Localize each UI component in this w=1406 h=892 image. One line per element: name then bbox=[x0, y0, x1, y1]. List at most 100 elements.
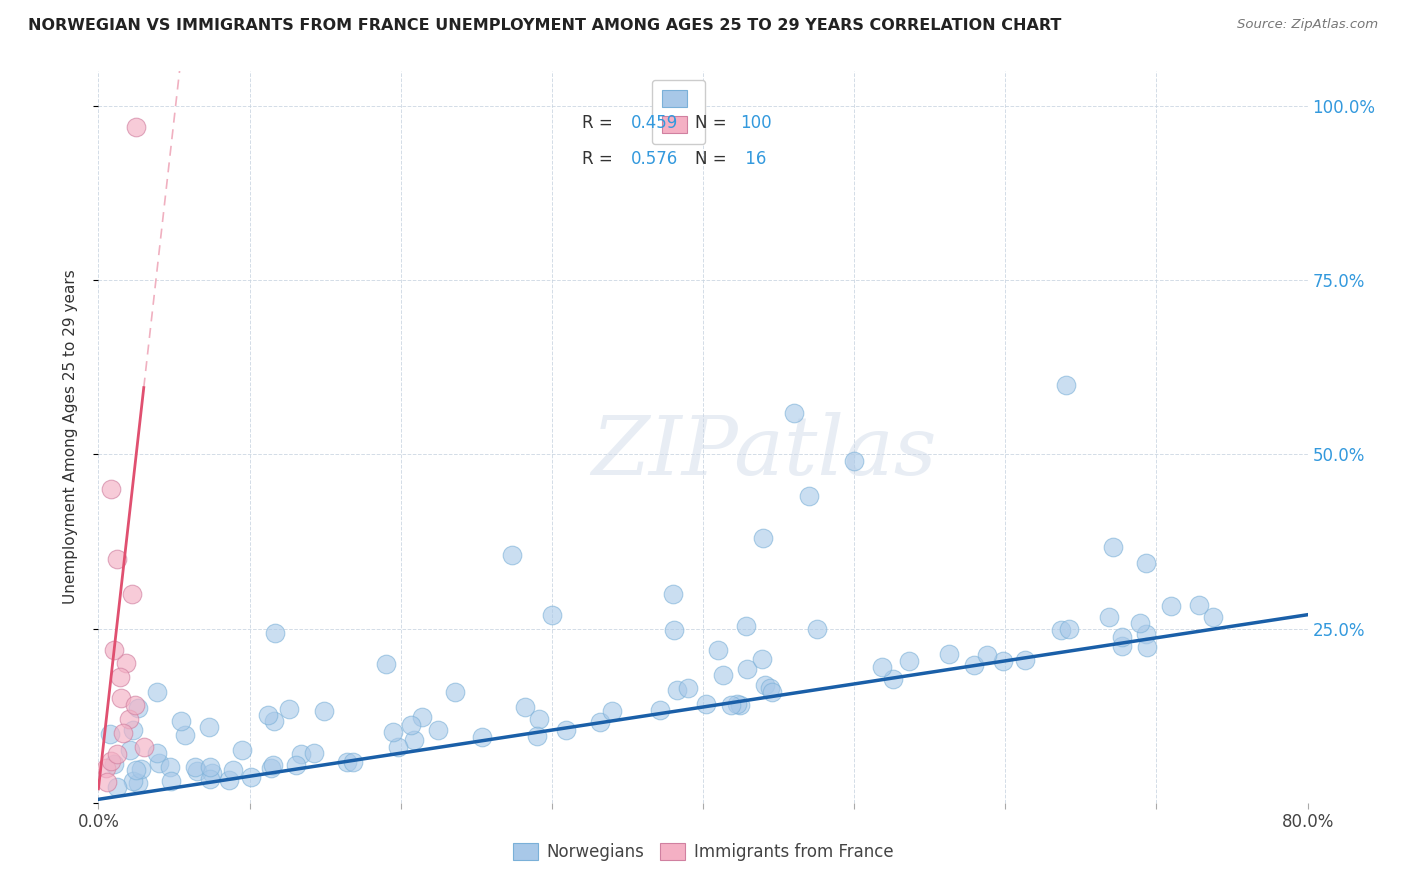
Point bbox=[1054, 377, 1077, 392]
Text: NORWEGIAN VS IMMIGRANTS FROM FRANCE UNEMPLOYMENT AMONG AGES 25 TO 29 YEARS CORRE: NORWEGIAN VS IMMIGRANTS FROM FRANCE UNEM… bbox=[28, 18, 1062, 33]
Point bbox=[411, 709, 433, 723]
Point bbox=[105, 747, 128, 761]
Text: Source: ZipAtlas.com: Source: ZipAtlas.com bbox=[1237, 18, 1378, 31]
Point bbox=[1135, 640, 1157, 654]
Point bbox=[1201, 610, 1223, 624]
Point bbox=[427, 723, 450, 737]
Point bbox=[870, 660, 893, 674]
Point bbox=[711, 668, 734, 682]
Point bbox=[1057, 622, 1080, 636]
Point bbox=[314, 704, 336, 718]
Point bbox=[218, 772, 240, 787]
Point bbox=[94, 761, 117, 775]
Point bbox=[263, 714, 285, 729]
Point bbox=[1135, 626, 1157, 640]
Point bbox=[98, 727, 121, 741]
Point bbox=[170, 714, 193, 728]
Point bbox=[174, 728, 197, 742]
Point bbox=[399, 717, 422, 731]
Point bbox=[554, 723, 576, 737]
Point bbox=[96, 775, 118, 789]
Point bbox=[100, 754, 122, 768]
Point bbox=[124, 698, 146, 713]
Point bbox=[290, 747, 312, 761]
Point bbox=[806, 622, 828, 636]
Point bbox=[285, 757, 308, 772]
Point bbox=[186, 764, 208, 778]
Point bbox=[662, 624, 685, 638]
Y-axis label: Unemployment Among Ages 25 to 29 years: Unemployment Among Ages 25 to 29 years bbox=[63, 269, 77, 605]
Point bbox=[501, 548, 523, 562]
Point bbox=[184, 760, 207, 774]
Point bbox=[993, 653, 1015, 667]
Point bbox=[132, 740, 155, 755]
Point bbox=[1129, 616, 1152, 631]
Point bbox=[600, 704, 623, 718]
Point bbox=[513, 699, 536, 714]
Point bbox=[239, 770, 262, 784]
Point bbox=[404, 732, 426, 747]
Point bbox=[105, 780, 128, 794]
Point bbox=[127, 700, 149, 714]
Point bbox=[382, 724, 405, 739]
Point bbox=[758, 681, 780, 696]
Point bbox=[375, 657, 398, 671]
Point bbox=[728, 698, 751, 712]
Point bbox=[976, 648, 998, 662]
Point bbox=[125, 120, 148, 134]
Point bbox=[754, 678, 776, 692]
Point bbox=[222, 763, 245, 777]
Point bbox=[897, 654, 920, 668]
Point bbox=[1135, 556, 1157, 570]
Text: ZIPatlas: ZIPatlas bbox=[591, 412, 936, 491]
Point bbox=[797, 489, 820, 503]
Point bbox=[120, 742, 142, 756]
Point bbox=[198, 719, 221, 733]
Point bbox=[676, 681, 699, 695]
Point bbox=[145, 685, 167, 699]
Point bbox=[103, 756, 125, 771]
Point bbox=[198, 760, 221, 774]
Text: R =: R = bbox=[582, 113, 619, 131]
Point bbox=[1014, 653, 1036, 667]
Point bbox=[278, 701, 301, 715]
Point bbox=[1188, 599, 1211, 613]
Point bbox=[100, 483, 122, 497]
Text: 0.576: 0.576 bbox=[630, 150, 678, 168]
Point bbox=[103, 642, 125, 657]
Point bbox=[200, 772, 222, 786]
Text: N =: N = bbox=[695, 113, 731, 131]
Point bbox=[200, 766, 222, 780]
Point bbox=[127, 776, 149, 790]
Point bbox=[148, 756, 170, 770]
Point bbox=[1111, 639, 1133, 653]
Point bbox=[1111, 631, 1133, 645]
Point bbox=[706, 642, 728, 657]
Point bbox=[129, 762, 152, 776]
Point bbox=[114, 657, 136, 671]
Point bbox=[159, 760, 181, 774]
Point bbox=[882, 672, 904, 686]
Point bbox=[1050, 623, 1073, 637]
Point bbox=[118, 712, 141, 726]
Point bbox=[725, 698, 748, 712]
Text: R =: R = bbox=[582, 150, 619, 168]
Point bbox=[963, 658, 986, 673]
Point bbox=[526, 729, 548, 743]
Point bbox=[111, 726, 134, 740]
Point bbox=[752, 531, 775, 545]
Point bbox=[471, 730, 494, 744]
Legend: Norwegians, Immigrants from France: Norwegians, Immigrants from France bbox=[506, 836, 900, 868]
Point bbox=[342, 756, 364, 770]
Point bbox=[124, 764, 146, 778]
Text: 100: 100 bbox=[741, 113, 772, 131]
Point bbox=[108, 670, 131, 684]
Point bbox=[761, 685, 783, 699]
Point bbox=[1098, 610, 1121, 624]
Point bbox=[735, 662, 758, 676]
Point bbox=[444, 685, 467, 699]
Point bbox=[1101, 540, 1123, 554]
Point bbox=[589, 714, 612, 729]
Point bbox=[720, 698, 742, 713]
Point bbox=[648, 703, 671, 717]
